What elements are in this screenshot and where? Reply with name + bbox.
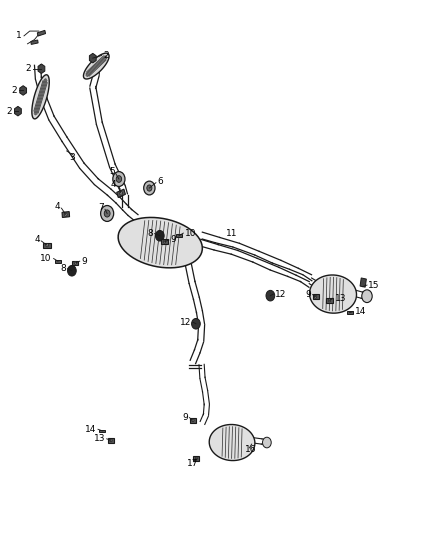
Text: 9: 9 — [81, 257, 87, 265]
Circle shape — [104, 210, 110, 217]
Circle shape — [120, 192, 123, 195]
Circle shape — [113, 172, 125, 187]
Text: 2: 2 — [104, 51, 110, 60]
Text: 4: 4 — [34, 236, 40, 245]
Polygon shape — [37, 30, 46, 36]
Polygon shape — [55, 260, 61, 263]
Text: 9: 9 — [305, 290, 311, 299]
Text: 1: 1 — [16, 31, 21, 41]
Polygon shape — [209, 424, 255, 461]
Polygon shape — [32, 75, 49, 119]
Polygon shape — [326, 298, 332, 303]
Circle shape — [101, 206, 114, 221]
Text: 8: 8 — [147, 229, 153, 238]
Text: 12: 12 — [275, 289, 286, 298]
Polygon shape — [31, 40, 38, 44]
Circle shape — [191, 318, 200, 329]
Text: 13: 13 — [93, 434, 105, 443]
Text: 7: 7 — [98, 203, 104, 212]
Circle shape — [74, 261, 77, 264]
Text: 2: 2 — [11, 86, 17, 95]
Text: 8: 8 — [60, 264, 66, 272]
Text: 14: 14 — [85, 425, 96, 434]
Text: 15: 15 — [368, 280, 380, 289]
Text: 10: 10 — [185, 229, 197, 238]
Circle shape — [328, 299, 331, 302]
Text: 14: 14 — [355, 307, 366, 316]
Text: 5: 5 — [109, 167, 115, 176]
Text: 3: 3 — [69, 153, 75, 162]
Text: 17: 17 — [187, 459, 199, 469]
Text: 4: 4 — [54, 202, 60, 211]
Text: 10: 10 — [40, 254, 52, 263]
Circle shape — [362, 290, 372, 303]
Circle shape — [64, 213, 67, 216]
Polygon shape — [162, 239, 168, 244]
Polygon shape — [20, 86, 27, 95]
Polygon shape — [118, 217, 202, 268]
Circle shape — [262, 437, 271, 448]
Text: 9: 9 — [182, 413, 187, 422]
Polygon shape — [38, 64, 45, 74]
Polygon shape — [176, 235, 182, 237]
Circle shape — [266, 290, 275, 301]
Circle shape — [67, 265, 76, 276]
Polygon shape — [310, 275, 357, 313]
Polygon shape — [194, 456, 199, 461]
Text: 11: 11 — [226, 229, 238, 238]
Polygon shape — [72, 261, 78, 265]
Circle shape — [46, 244, 48, 247]
Polygon shape — [312, 294, 319, 299]
Text: 9: 9 — [171, 236, 177, 245]
Polygon shape — [99, 430, 106, 432]
Polygon shape — [190, 418, 196, 423]
Text: 13: 13 — [335, 294, 346, 303]
Circle shape — [155, 230, 164, 241]
Polygon shape — [43, 243, 51, 248]
Circle shape — [147, 185, 152, 191]
Circle shape — [144, 181, 155, 195]
Circle shape — [314, 295, 317, 298]
Circle shape — [110, 439, 112, 442]
Text: 4: 4 — [111, 180, 116, 189]
Polygon shape — [346, 311, 353, 314]
Text: 2: 2 — [25, 64, 31, 73]
Polygon shape — [62, 212, 70, 217]
Circle shape — [163, 240, 166, 243]
Circle shape — [116, 176, 122, 182]
Text: 16: 16 — [245, 446, 257, 455]
Polygon shape — [360, 278, 366, 287]
Polygon shape — [14, 107, 21, 116]
Polygon shape — [108, 438, 114, 442]
Text: 12: 12 — [180, 318, 191, 327]
Polygon shape — [84, 53, 109, 79]
Circle shape — [195, 457, 198, 460]
Polygon shape — [89, 53, 96, 63]
Text: 6: 6 — [157, 177, 163, 186]
Circle shape — [192, 419, 194, 422]
Polygon shape — [117, 189, 125, 198]
Text: 2: 2 — [6, 107, 12, 116]
